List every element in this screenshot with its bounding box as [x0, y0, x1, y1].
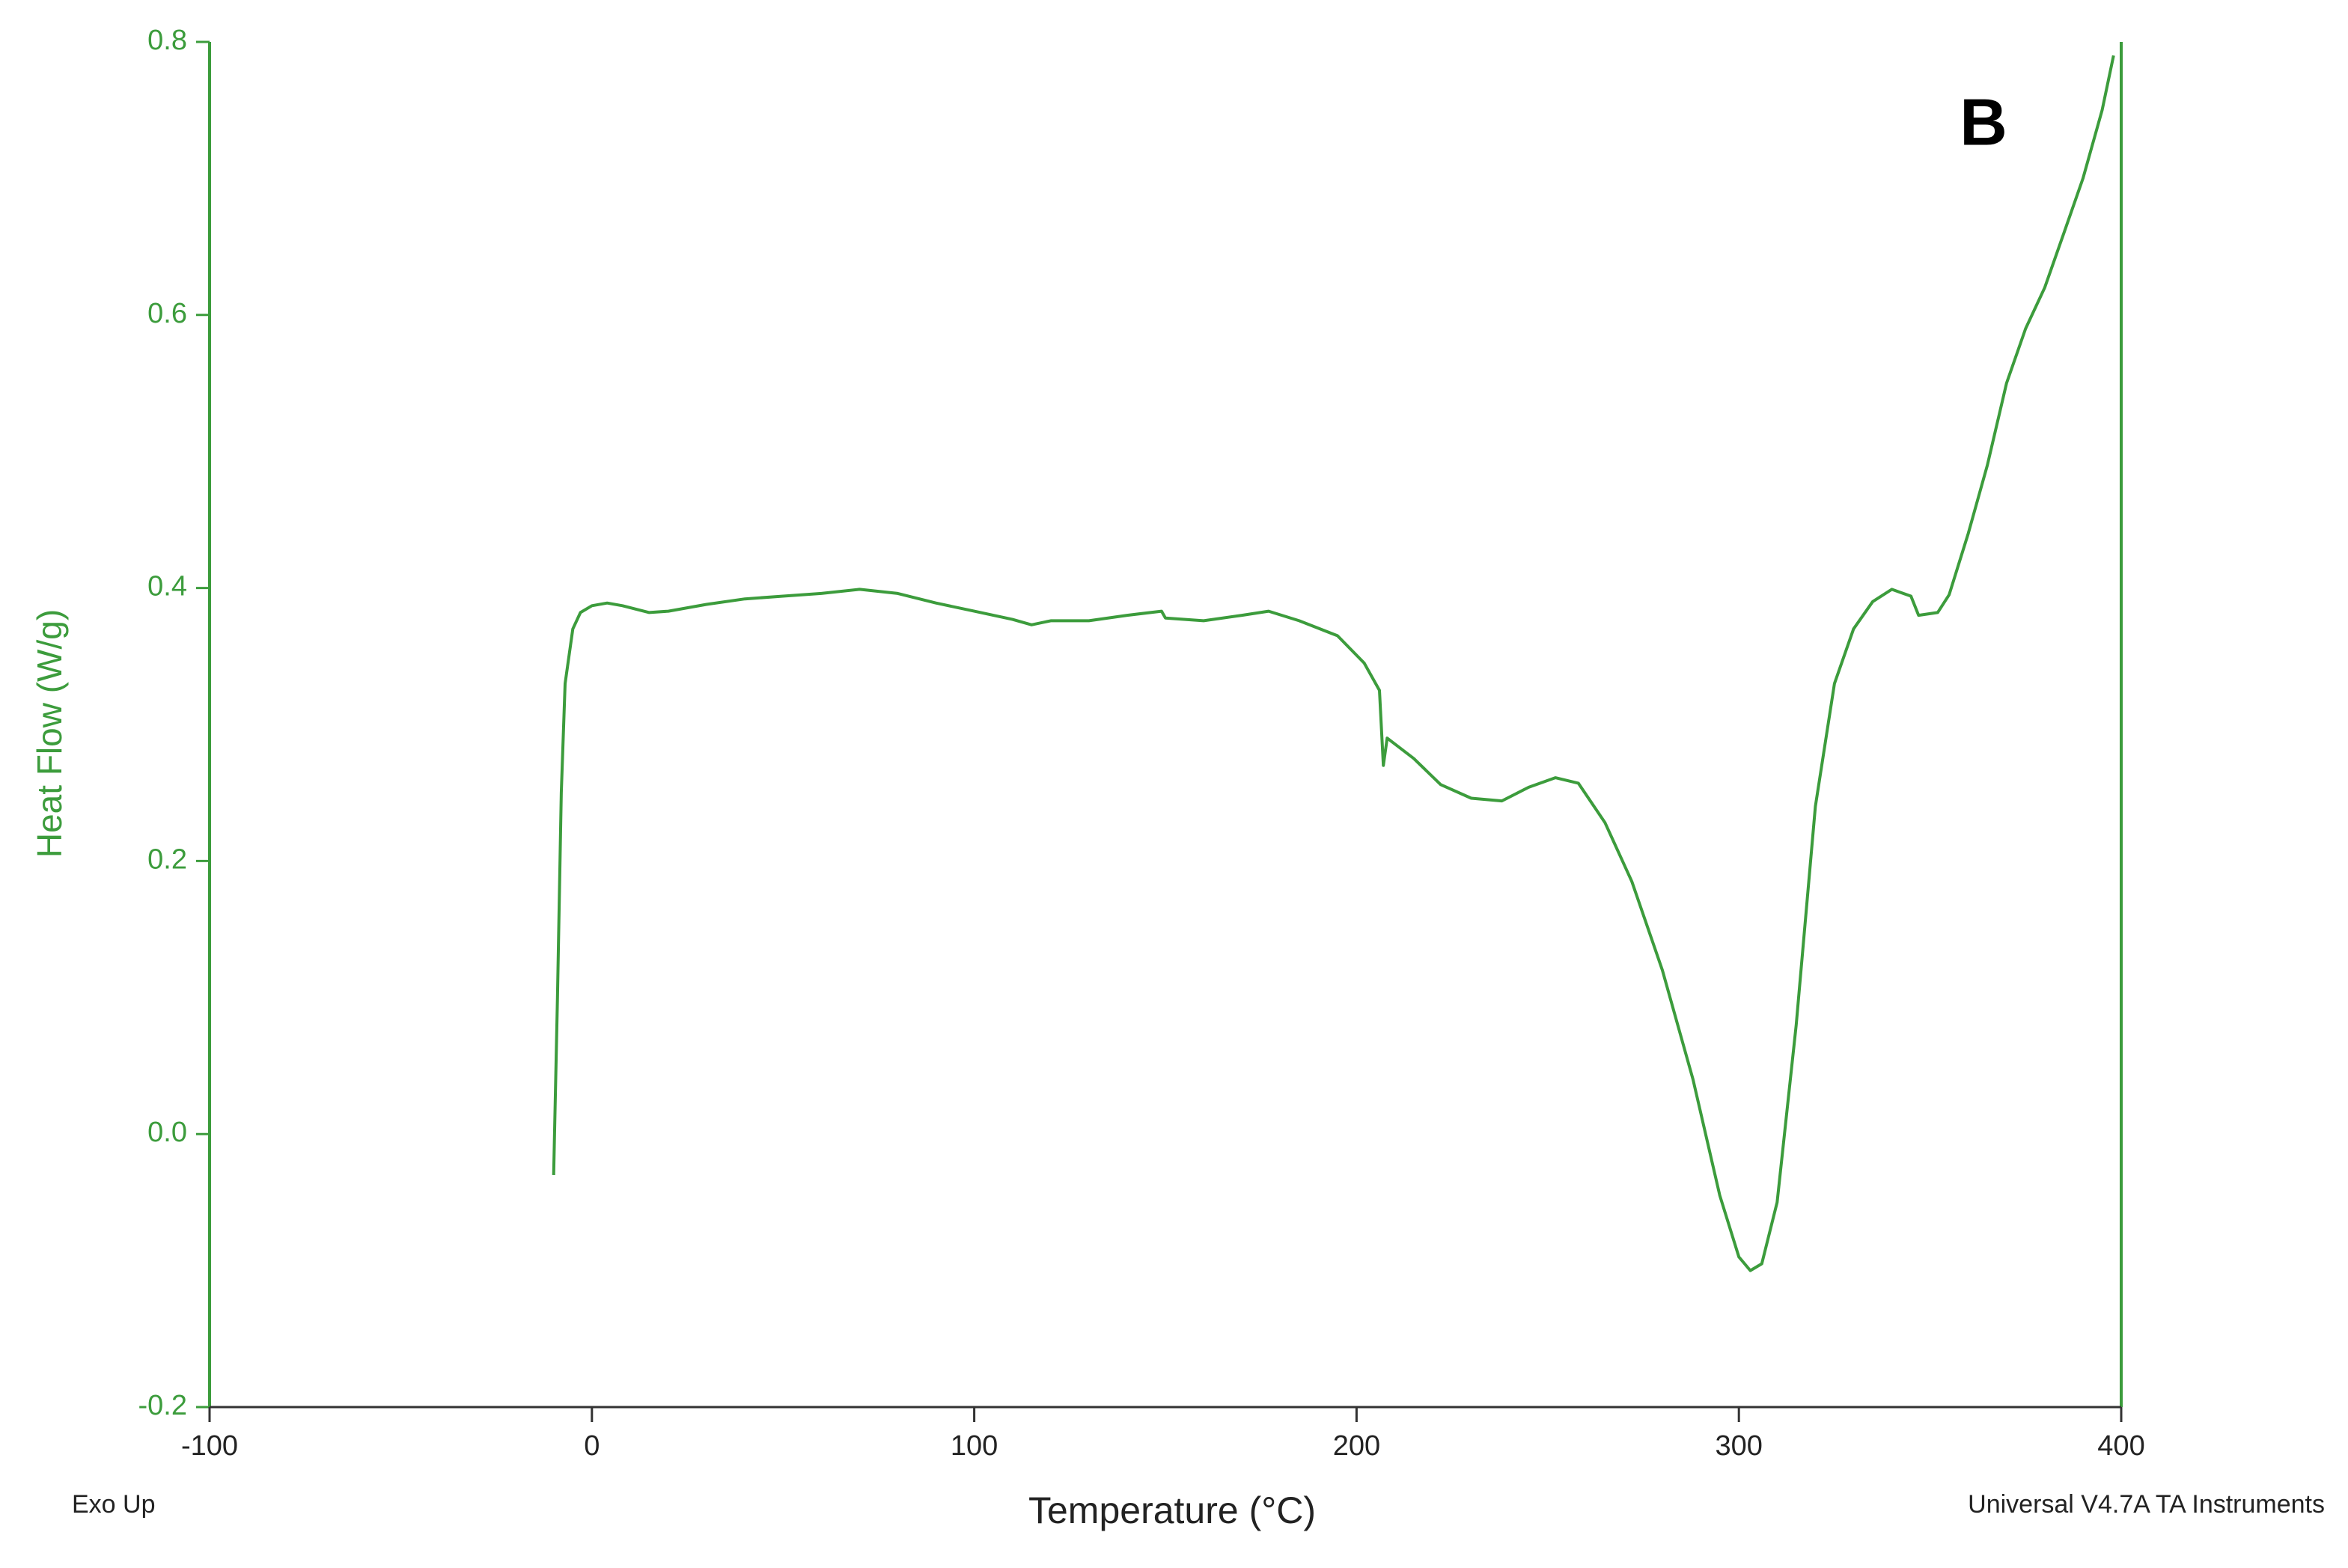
x-tick-label: 100	[951, 1430, 998, 1462]
x-tick-label: 300	[1715, 1430, 1762, 1462]
y-tick-label: 0.2	[147, 844, 187, 875]
x-tick-label: 0	[584, 1430, 600, 1462]
annotation: B	[1960, 85, 2007, 159]
data-line	[552, 55, 2115, 1272]
y-tick-label: 0.0	[147, 1117, 187, 1148]
y-tick-label: 0.4	[147, 571, 187, 603]
footnote: Exo Up	[72, 1490, 156, 1519]
footnote: Universal V4.7A TA Instruments	[1968, 1490, 2325, 1519]
x-tick-label: 200	[1333, 1430, 1380, 1462]
x-axis-label: Temperature (°C)	[1028, 1489, 1316, 1531]
y-tick-label: 0.8	[147, 25, 187, 56]
x-tick-label: -100	[181, 1430, 238, 1462]
y-tick-label: -0.2	[138, 1390, 187, 1421]
x-tick-label: 400	[2097, 1430, 2144, 1462]
y-tick-label: 0.6	[147, 298, 187, 329]
y-axis-label: Heat Flow (W/g)	[30, 609, 69, 858]
